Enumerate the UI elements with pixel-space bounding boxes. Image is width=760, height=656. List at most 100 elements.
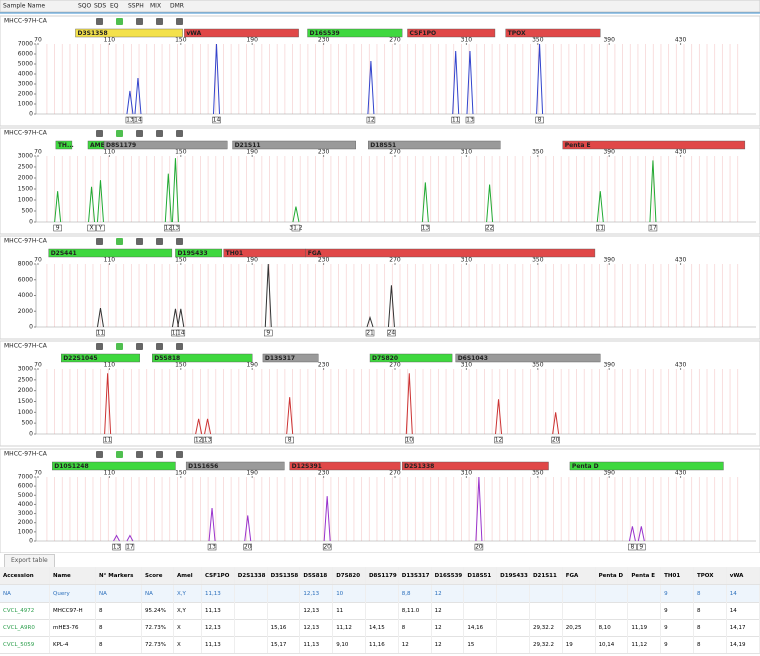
allele-box[interactable]: [535, 116, 544, 124]
column-header[interactable]: TH01: [661, 567, 694, 584]
allele-box[interactable]: [103, 436, 112, 444]
allele-box[interactable]: [366, 116, 376, 124]
allele-box[interactable]: [243, 543, 252, 551]
allele-box[interactable]: [637, 543, 646, 551]
locus-bar[interactable]: [289, 461, 401, 471]
toolbar-button[interactable]: [116, 130, 123, 137]
locus-bar[interactable]: [61, 353, 140, 363]
header-label[interactable]: MIX: [150, 3, 161, 10]
allele-box[interactable]: [421, 224, 430, 232]
allele-box[interactable]: [628, 543, 637, 551]
locus-bar[interactable]: [175, 248, 223, 258]
header-label[interactable]: SQO: [78, 3, 92, 10]
header-label[interactable]: DMR: [170, 3, 184, 10]
column-header[interactable]: CSF1PO: [202, 567, 235, 584]
toolbar-button[interactable]: [96, 343, 103, 350]
locus-bar[interactable]: [185, 461, 285, 471]
header-label[interactable]: Sample Name: [3, 3, 45, 10]
locus-bar[interactable]: [569, 461, 724, 471]
toolbar-button[interactable]: [156, 130, 163, 137]
allele-box[interactable]: [387, 329, 396, 337]
allele-box[interactable]: [96, 224, 105, 232]
toolbar-button[interactable]: [96, 130, 103, 137]
locus-bar[interactable]: [152, 353, 253, 363]
column-header[interactable]: Accession: [0, 567, 50, 584]
locus-bar[interactable]: [262, 353, 319, 363]
locus-bar[interactable]: [368, 140, 501, 150]
allele-box[interactable]: [212, 116, 221, 124]
toolbar-button[interactable]: [156, 18, 163, 25]
toolbar-button[interactable]: [116, 18, 123, 25]
toolbar-button[interactable]: [96, 238, 103, 245]
column-header[interactable]: TPOX: [694, 567, 727, 584]
column-header[interactable]: D13S317: [399, 567, 432, 584]
toolbar-button[interactable]: [176, 451, 183, 458]
locus-bar[interactable]: [401, 461, 549, 471]
column-header[interactable]: D21S11: [530, 567, 563, 584]
column-header[interactable]: D7S820: [333, 567, 366, 584]
allele-box[interactable]: [133, 116, 143, 124]
allele-box[interactable]: [405, 436, 414, 444]
toolbar-button[interactable]: [96, 451, 103, 458]
toolbar-button[interactable]: [136, 130, 143, 137]
column-header[interactable]: D19S433: [497, 567, 530, 584]
toolbar-button[interactable]: [116, 451, 123, 458]
toolbar-button[interactable]: [116, 343, 123, 350]
allele-box[interactable]: [322, 543, 332, 551]
allele-box[interactable]: [96, 329, 105, 337]
column-header[interactable]: FGA: [563, 567, 596, 584]
header-label[interactable]: SSPH: [128, 3, 144, 10]
column-header[interactable]: D16S539: [432, 567, 465, 584]
allele-box[interactable]: [194, 436, 203, 444]
allele-box[interactable]: [551, 436, 560, 444]
column-header[interactable]: D3S1358: [268, 567, 301, 584]
allele-box[interactable]: [203, 436, 212, 444]
locus-bar[interactable]: [369, 353, 453, 363]
allele-box[interactable]: [87, 224, 96, 232]
column-header[interactable]: Penta E: [628, 567, 662, 584]
column-header[interactable]: Name: [50, 567, 96, 584]
locus-bar[interactable]: [75, 28, 183, 38]
toolbar-button[interactable]: [136, 238, 143, 245]
toolbar-button[interactable]: [136, 451, 143, 458]
locus-bar[interactable]: [103, 140, 228, 150]
locus-bar[interactable]: [232, 140, 356, 150]
allele-box[interactable]: [494, 436, 503, 444]
toolbar-button[interactable]: [176, 18, 183, 25]
allele-box[interactable]: [112, 543, 121, 551]
toolbar-button[interactable]: [116, 238, 123, 245]
allele-box[interactable]: [465, 116, 475, 124]
toolbar-button[interactable]: [156, 343, 163, 350]
allele-box[interactable]: [596, 224, 605, 232]
allele-box[interactable]: [474, 543, 484, 551]
toolbar-button[interactable]: [136, 343, 143, 350]
locus-bar[interactable]: [305, 248, 596, 258]
locus-bar[interactable]: [505, 28, 601, 38]
column-header[interactable]: Amel: [174, 567, 202, 584]
toolbar-button[interactable]: [176, 130, 183, 137]
toolbar-button[interactable]: [176, 238, 183, 245]
header-label[interactable]: EQ: [110, 3, 119, 10]
locus-bar[interactable]: [52, 461, 176, 471]
column-header[interactable]: D18S51: [464, 567, 498, 584]
allele-box[interactable]: [365, 329, 375, 337]
column-header[interactable]: N° Markers: [96, 567, 142, 584]
locus-bar[interactable]: [48, 248, 173, 258]
column-header[interactable]: vWA: [727, 567, 760, 584]
toolbar-button[interactable]: [176, 343, 183, 350]
column-header[interactable]: D8S1179: [366, 567, 399, 584]
toolbar-button[interactable]: [136, 18, 143, 25]
header-label[interactable]: SDS: [94, 3, 106, 10]
locus-bar[interactable]: [184, 28, 299, 38]
allele-box[interactable]: [264, 329, 273, 337]
allele-box[interactable]: [207, 543, 217, 551]
allele-box[interactable]: [285, 436, 294, 444]
allele-box[interactable]: [291, 224, 301, 232]
locus-bar[interactable]: [407, 28, 496, 38]
allele-box[interactable]: [53, 224, 62, 232]
export-tab[interactable]: Export table: [4, 554, 55, 567]
column-header[interactable]: D5S818: [300, 567, 334, 584]
column-header[interactable]: Penta D: [596, 567, 629, 584]
locus-bar[interactable]: [55, 140, 73, 150]
column-header[interactable]: Score: [142, 567, 174, 584]
